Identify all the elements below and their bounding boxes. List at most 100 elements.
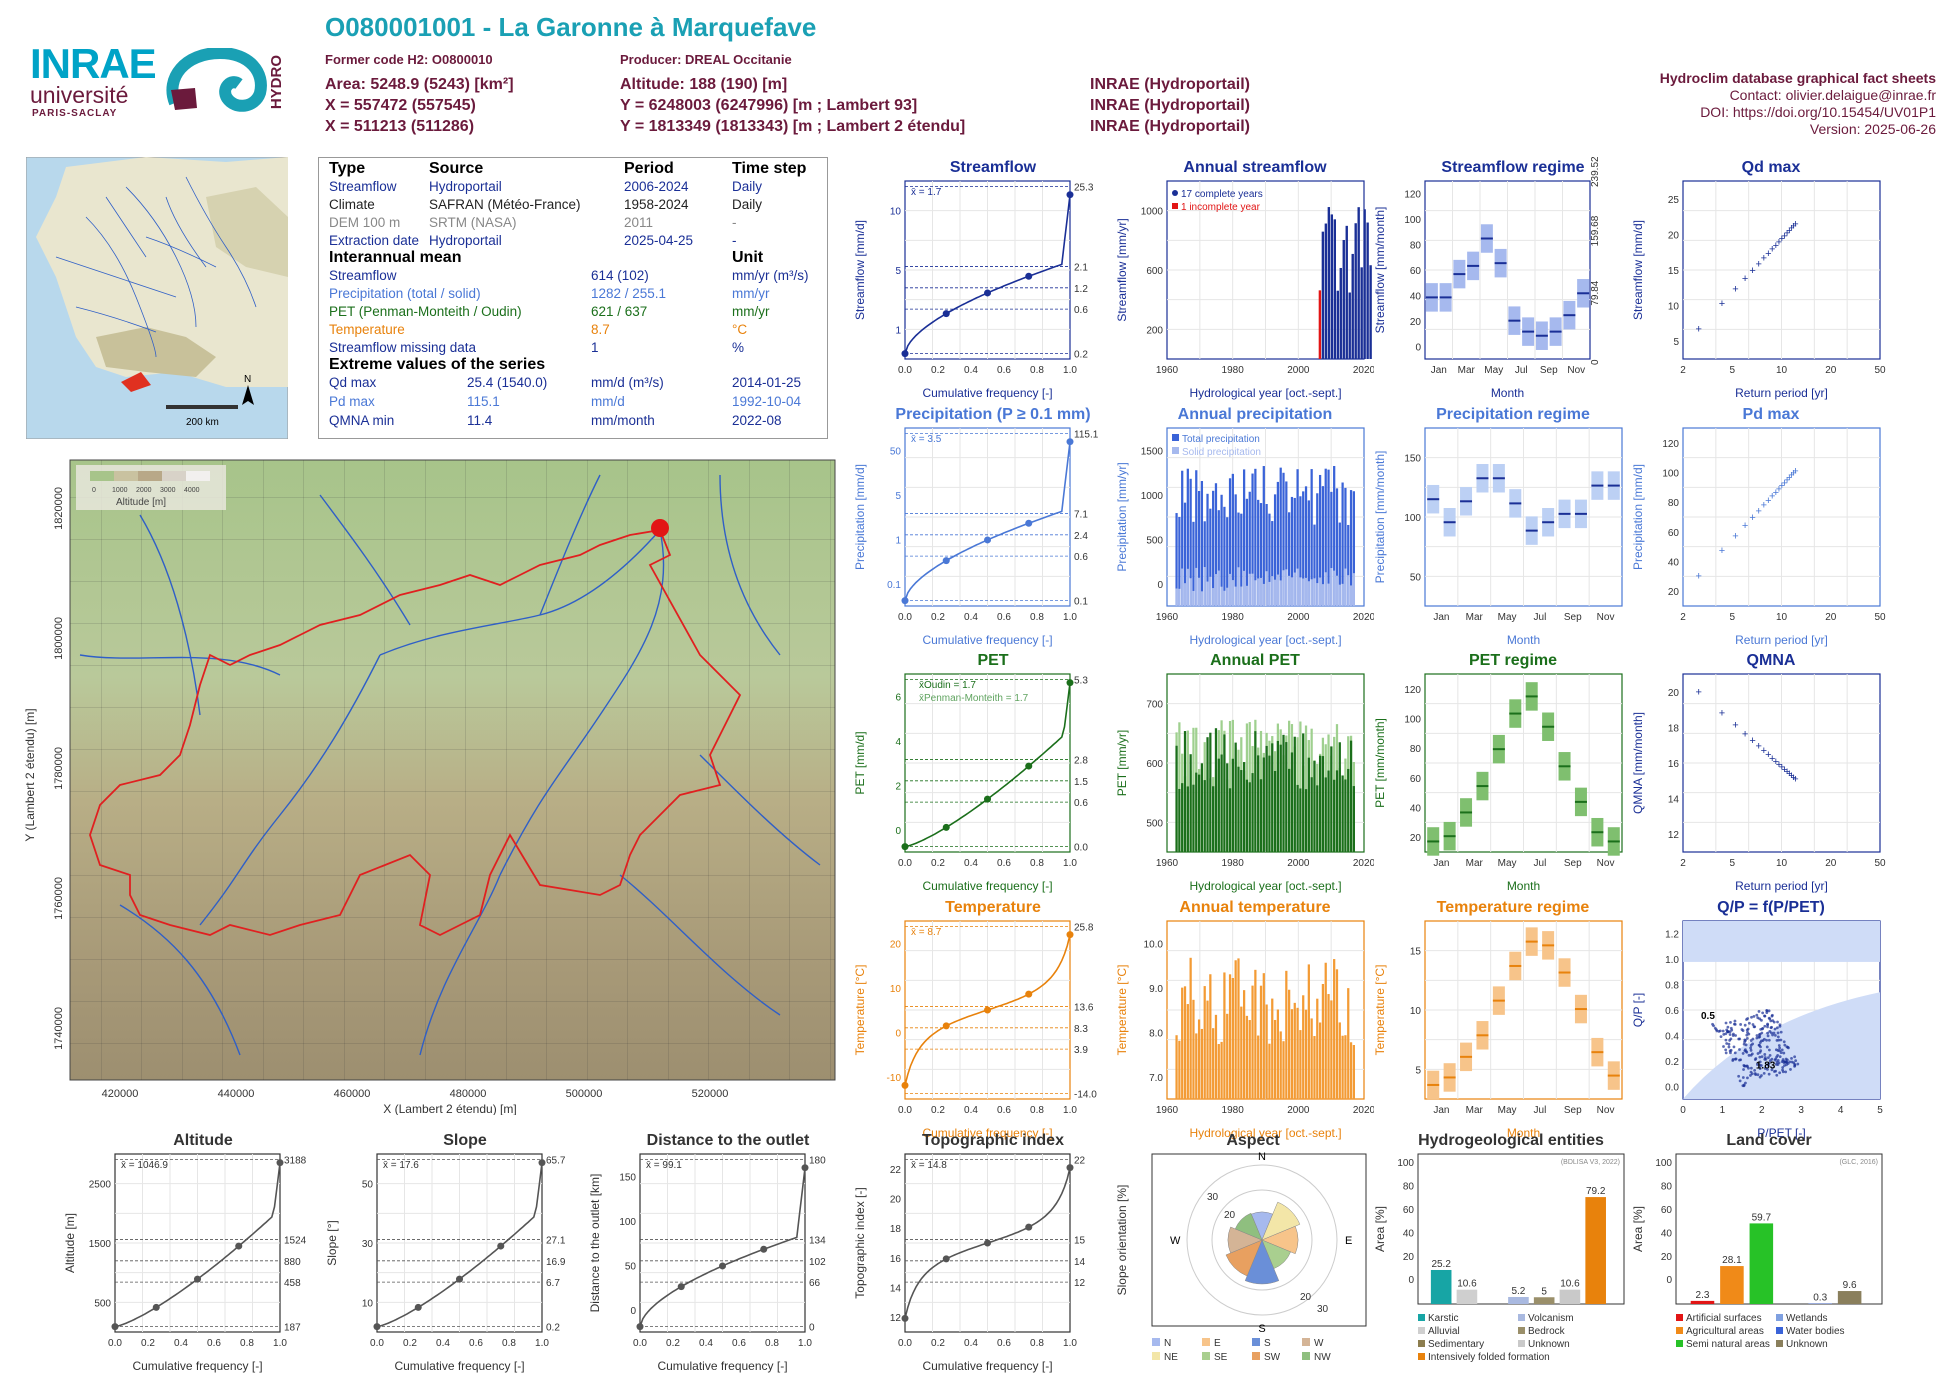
annual-bar: [1310, 1018, 1313, 1099]
map-ytick: 1820000: [53, 487, 65, 530]
m4-value: 8.7: [591, 322, 610, 337]
precipitation-chart-ylabel: Precipitation [mm/d]: [853, 464, 867, 570]
xtick-label: 1980: [1222, 858, 1245, 869]
xtick-label: 20: [1825, 612, 1837, 623]
annual-bar: [1273, 494, 1277, 606]
annual-pet-chart-title: Annual PET: [1210, 652, 1300, 669]
qp-point: [1746, 1017, 1750, 1020]
annual-bar: [1316, 583, 1319, 606]
cdf-quantile-point: [984, 289, 991, 297]
annual-bar: [1333, 779, 1336, 852]
r4-source: Hydroportail: [429, 233, 502, 248]
annual-bar: [1254, 731, 1257, 852]
category-bar: [1690, 1300, 1715, 1304]
qp-point: [1779, 1038, 1783, 1042]
annual-bar: [1299, 496, 1302, 606]
qp-point: [1772, 1031, 1776, 1035]
annual-bar: [1335, 488, 1339, 606]
xtick-label: 2020: [1353, 612, 1374, 623]
legend-swatch: [1676, 1314, 1683, 1321]
xtick-label: Jan: [1433, 1105, 1449, 1116]
qp-point: [1741, 1052, 1745, 1055]
xtick-label: 0.8: [1030, 1338, 1044, 1349]
cdf-quantile-point: [984, 536, 991, 544]
xtick-label: 0.6: [997, 858, 1011, 869]
ytick-label: 20: [1668, 688, 1680, 699]
qp-point: [1784, 1070, 1788, 1074]
cdf-quantile-point: [760, 1245, 768, 1253]
annual-bar: [1248, 782, 1251, 852]
qp-point: [1775, 1055, 1779, 1059]
annual-bar: [1316, 493, 1319, 606]
qp-point: [1726, 1025, 1730, 1029]
ytick-label: 100: [1662, 469, 1679, 480]
right-tick-label: 0.6: [1074, 552, 1088, 563]
qp-point: [1770, 1031, 1773, 1035]
annual-bar: [1203, 567, 1206, 606]
r3-period: 2011: [624, 215, 654, 230]
annual-bar: [1245, 1015, 1249, 1099]
return-point: +: [1749, 265, 1755, 277]
e1-date: 2014-01-25: [732, 375, 802, 390]
streamflow-chart-title: Streamflow: [950, 159, 1037, 176]
xtick-label: 1.0: [535, 1338, 549, 1349]
ytick-label: 18: [890, 1224, 902, 1235]
xtick-label: 0.2: [403, 1338, 417, 1349]
annual-bar: [1220, 1041, 1223, 1099]
xtick-label: 0.0: [898, 612, 912, 623]
pet-regime-chart-xlabel: Month: [1507, 879, 1540, 893]
hydrogeology-chart-ylabel: Area [%]: [1373, 1206, 1387, 1252]
legend-label: Agricultural areas: [1686, 1326, 1764, 1337]
map-xtick: 420000: [102, 1088, 139, 1100]
xtick-label: Jul: [1534, 858, 1547, 869]
cdf-quantile-point: [984, 1239, 991, 1247]
r2-step: Daily: [732, 197, 763, 212]
ytick-label: 100: [1404, 715, 1421, 726]
pd-max-chart: Pd max Precipitation [mm/d] Return period …: [1631, 406, 1886, 647]
topo-chart-ylabel: Topographic index [-]: [853, 1187, 867, 1298]
annual-bar: [1327, 994, 1330, 1099]
annual-bar: [1279, 1031, 1282, 1099]
qp-point: [1738, 1048, 1741, 1051]
qp-point: [1783, 1043, 1787, 1047]
ytick-label: 120: [1404, 685, 1421, 696]
xtick-label: 10: [1776, 365, 1788, 376]
annual-precipitation-chart: Annual precipitation Precipitation [mm/yr…: [1115, 406, 1374, 647]
legend-swatch: [1518, 1340, 1525, 1347]
qp-point: [1777, 1038, 1781, 1042]
qp-point: [1727, 1045, 1731, 1049]
annual-bar: [1240, 513, 1243, 606]
return-point: +: [1719, 545, 1725, 557]
return-point: +: [1765, 749, 1771, 761]
ytick-label: 0: [1408, 1275, 1414, 1286]
category-bar: [1508, 1296, 1529, 1304]
qp-point: [1729, 1051, 1732, 1055]
annual-bar: [1310, 579, 1313, 606]
qp-point: [1792, 1061, 1796, 1065]
ytick-label: 50: [1410, 572, 1422, 583]
qp-point: [1752, 1014, 1756, 1018]
qp-annotation: 0.5: [1701, 1011, 1715, 1022]
bar-value-label: 5: [1541, 1286, 1547, 1297]
qp-point: [1724, 1038, 1728, 1042]
qp-point: [1725, 1042, 1729, 1045]
e1-value: 25.4 (1540.0): [467, 375, 548, 390]
map-ytick: 1760000: [53, 877, 65, 920]
qp-point: [1769, 1019, 1773, 1023]
annual-bar: [1200, 591, 1204, 606]
annual-bar: [1200, 481, 1204, 606]
qp-point: [1780, 1048, 1784, 1052]
annual-bar: [1276, 481, 1280, 606]
qp-point: [1794, 1059, 1798, 1063]
qp-point: [1778, 1071, 1782, 1075]
annual-bar: [1265, 503, 1268, 606]
right-tick-label: 0: [1590, 359, 1601, 365]
map-ylabel: Y (Lambert 2 étendu) [m]: [23, 708, 37, 841]
ytick-label: 100: [619, 1217, 636, 1228]
r4-step: -: [732, 233, 737, 248]
annual-bar: [1181, 987, 1184, 1099]
aspect-sector: [1261, 1201, 1301, 1241]
xtick-label: 10: [1776, 858, 1788, 869]
ytick-label: 100: [1404, 513, 1421, 524]
right-tick-label: 8.3: [1074, 1024, 1088, 1035]
